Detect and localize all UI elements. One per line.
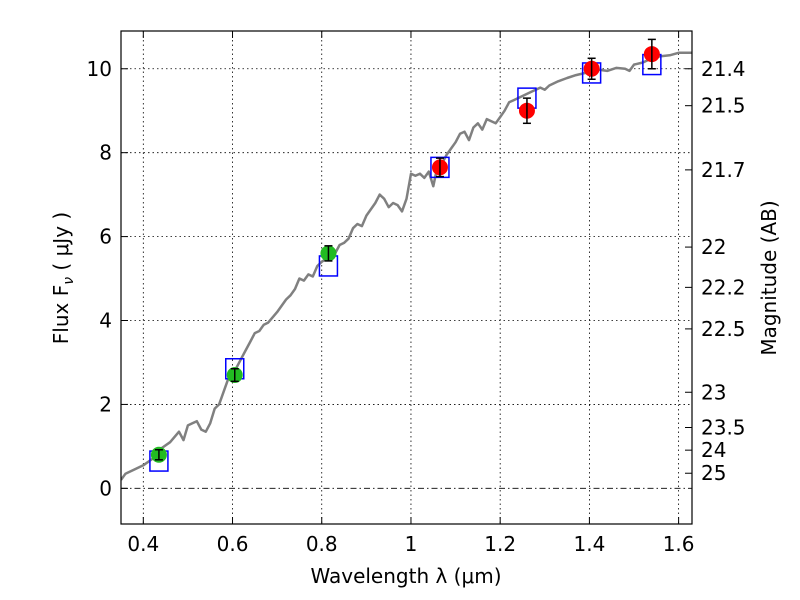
- y-axis-title-subscript: ν: [61, 277, 77, 285]
- y2-tick-label: 23: [701, 380, 726, 404]
- y2-tick-label: 22.2: [701, 275, 746, 299]
- y-tick-label: 10: [87, 57, 112, 81]
- y2-tick-label: 21.4: [701, 57, 746, 81]
- x-tick-label: 0.4: [127, 532, 159, 556]
- y-axis-title-unit: ( μJy ): [49, 212, 73, 277]
- x-tick-label: 1.6: [663, 532, 695, 556]
- x-tick-label: 1: [405, 532, 418, 556]
- y2-tick-label: 25: [701, 461, 726, 485]
- grid-lines: [121, 31, 692, 524]
- y2-tick-label: 21.7: [701, 158, 746, 182]
- y2-tick-label: 21.5: [701, 94, 746, 118]
- plot-area: [121, 38, 692, 481]
- x-tick-label: 0.8: [306, 532, 338, 556]
- x-axis-title: Wavelength λ (μm): [310, 564, 501, 588]
- y-axis-title: Flux Fν ( μJy ): [49, 212, 77, 344]
- y2-tick-label: 22: [701, 235, 726, 259]
- tick-marks: [121, 31, 692, 524]
- axes-frame: [120, 30, 693, 525]
- y-tick-label: 8: [99, 141, 112, 165]
- y-axis-title-main: Flux F: [49, 285, 73, 344]
- x-tick-label: 1.4: [573, 532, 605, 556]
- y2-tick-label: 22.5: [701, 317, 746, 341]
- y-tick-label: 0: [99, 476, 112, 500]
- y2-axis-title: Magnitude (AB): [757, 200, 781, 355]
- y2-tick-label: 24: [701, 438, 726, 462]
- y-tick-label: 6: [99, 225, 112, 249]
- model-spectrum-line: [121, 51, 692, 481]
- model-photometry-square: [430, 156, 450, 179]
- y2-tick-label: 23.5: [701, 415, 746, 439]
- y-tick-label: 2: [99, 392, 112, 416]
- y-tick-label: 4: [99, 309, 112, 333]
- x-tick-label: 1.2: [484, 532, 516, 556]
- x-tick-label: 0.6: [217, 532, 249, 556]
